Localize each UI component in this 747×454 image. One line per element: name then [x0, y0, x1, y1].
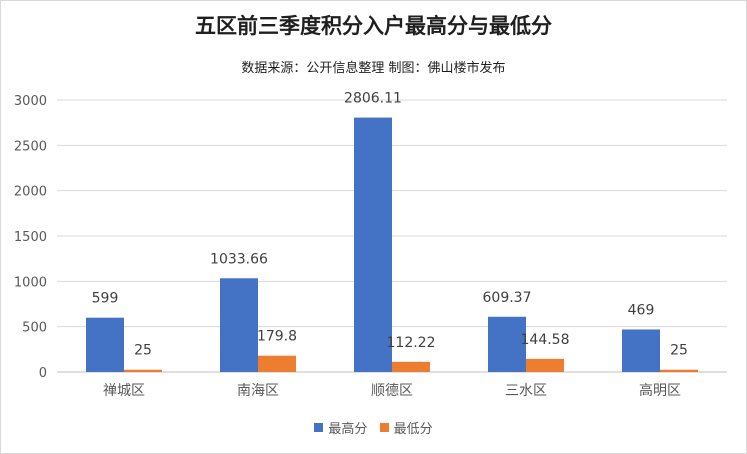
bar-max: [220, 278, 258, 372]
legend-label-max: 最高分: [328, 422, 368, 437]
bar-max: [354, 117, 392, 372]
x-tick-label: 禅城区: [103, 383, 145, 399]
legend: 最高分 最低分: [0, 418, 747, 437]
y-tick-label: 0: [39, 366, 47, 381]
legend-item-min: 最低分: [379, 418, 433, 437]
y-tick-label: 500: [22, 321, 47, 336]
legend-swatch-max: [314, 423, 324, 432]
bar-min: [526, 358, 564, 372]
bar-min: [258, 355, 296, 372]
bar-max: [622, 329, 660, 372]
data-label-max: 1033.66: [210, 251, 268, 267]
data-label-min: 112.22: [387, 335, 436, 351]
data-label-min: 144.58: [521, 332, 570, 348]
y-tick-label: 1000: [14, 275, 47, 290]
data-label-max: 2806.11: [344, 91, 402, 107]
bar-min: [392, 361, 430, 372]
x-tick-label: 南海区: [237, 383, 279, 399]
x-tick-label: 三水区: [505, 383, 547, 399]
bar-min: [660, 369, 698, 372]
data-label-max: 599: [92, 291, 119, 307]
data-label-max: 609.37: [483, 290, 532, 306]
chart-title: 五区前三季度积分入户最高分与最低分: [195, 14, 552, 38]
data-label-min: 25: [670, 343, 688, 359]
chart-subtitle: 数据来源：公开信息整理 制图：佛山楼市发布: [241, 61, 506, 76]
legend-swatch-min: [379, 423, 389, 432]
legend-label-min: 最低分: [393, 422, 433, 437]
y-tick-label: 2000: [14, 185, 47, 200]
legend-item-max: 最高分: [314, 418, 367, 437]
bar-max: [86, 317, 124, 372]
data-label-max: 469: [628, 302, 655, 318]
x-tick-label: 顺德区: [371, 383, 413, 399]
data-label-min: 25: [134, 343, 152, 359]
y-tick-label: 3000: [14, 94, 47, 109]
y-tick-label: 2500: [14, 139, 47, 154]
y-tick-label: 1500: [14, 230, 47, 245]
bar-max: [488, 316, 526, 372]
bar-min: [124, 369, 162, 372]
x-tick-label: 高明区: [639, 382, 681, 399]
data-label-min: 179.8: [257, 329, 297, 345]
